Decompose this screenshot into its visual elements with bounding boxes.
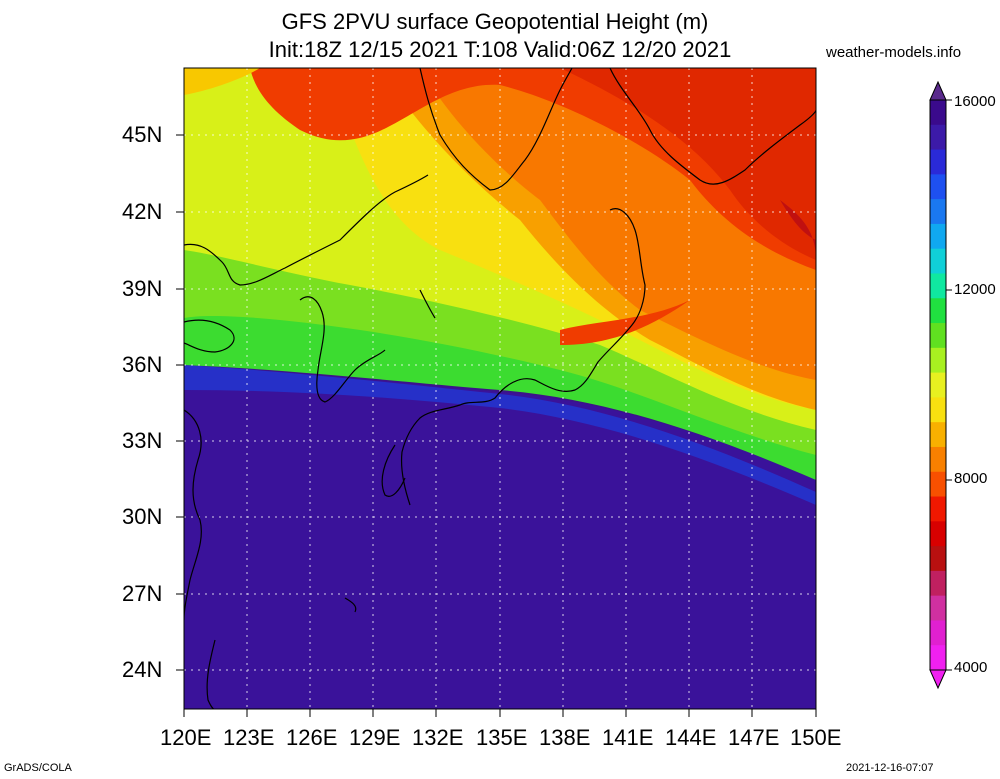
footer-left: GrADS/COLA <box>4 762 72 774</box>
colorbar-frame <box>929 99 947 671</box>
coastlines <box>184 68 816 709</box>
footer-timestamp: 2021-12-16-07:07 <box>846 762 934 774</box>
lat-label: 39N <box>122 276 163 301</box>
colorbar-swatch <box>930 546 946 572</box>
colorbar-swatch <box>930 248 946 274</box>
colorbar-swatch <box>930 521 946 547</box>
colorbar-swatch <box>930 100 946 126</box>
lon-label: 135E <box>476 725 528 750</box>
colorbar-label: 4000 <box>954 659 988 676</box>
lon-label: 150E <box>790 725 842 750</box>
colorbar-swatch <box>930 347 946 374</box>
colorbar-label: 8000 <box>954 470 988 487</box>
colorbar-swatch <box>930 471 946 498</box>
lon-label: 129E <box>349 725 401 750</box>
colorbar-swatch <box>930 273 946 299</box>
lat-label: 33N <box>122 428 163 453</box>
lat-label: 30N <box>122 504 163 529</box>
colorbar-arrow-top <box>929 80 947 101</box>
site-name: weather-models.info <box>826 44 962 61</box>
lon-label: 123E <box>223 725 275 750</box>
colorbar-swatch <box>930 223 946 250</box>
colorbar-swatch <box>930 298 946 324</box>
colorbar-swatch <box>930 124 946 151</box>
colorbar-swatch <box>930 570 946 597</box>
lon-label: 144E <box>665 725 717 750</box>
colorbar-label: 12000 <box>954 281 996 298</box>
colorbar-swatch <box>930 595 946 621</box>
tick-marks <box>176 134 817 717</box>
lat-label: 42N <box>122 199 163 224</box>
lon-label: 138E <box>539 725 591 750</box>
colorbar-swatch <box>930 422 946 448</box>
colorbar-arrow-bottom <box>929 669 947 690</box>
gridlines <box>184 68 816 709</box>
colorbar-swatch <box>930 372 946 398</box>
colorbar-swatch <box>930 199 946 225</box>
colorbar-swatch <box>930 645 946 671</box>
lat-label: 27N <box>122 581 163 606</box>
lon-label: 132E <box>412 725 464 750</box>
colorbar-swatch <box>930 446 946 473</box>
colorbar-swatch <box>930 323 946 349</box>
title-line-1: GFS 2PVU surface Geopotential Height (m) <box>281 9 709 34</box>
colorbar-label: 16000 <box>954 93 996 110</box>
lat-label: 36N <box>122 352 163 377</box>
lon-label: 147E <box>728 725 780 750</box>
lon-label: 126E <box>286 725 338 750</box>
colorbar-swatch <box>930 496 946 522</box>
colorbar-swatch <box>930 397 946 423</box>
lon-label: 120E <box>160 725 212 750</box>
lat-label: 24N <box>122 657 163 682</box>
title-line-2: Init:18Z 12/15 2021 T:108 Valid:06Z 12/2… <box>268 37 732 62</box>
colorbar-swatch <box>930 174 946 200</box>
lon-label: 141E <box>602 725 654 750</box>
height-field <box>184 68 816 709</box>
colorbar <box>929 80 952 690</box>
lat-label: 45N <box>122 122 163 147</box>
colorbar-swatch <box>930 620 946 646</box>
colorbar-swatch <box>930 149 946 175</box>
